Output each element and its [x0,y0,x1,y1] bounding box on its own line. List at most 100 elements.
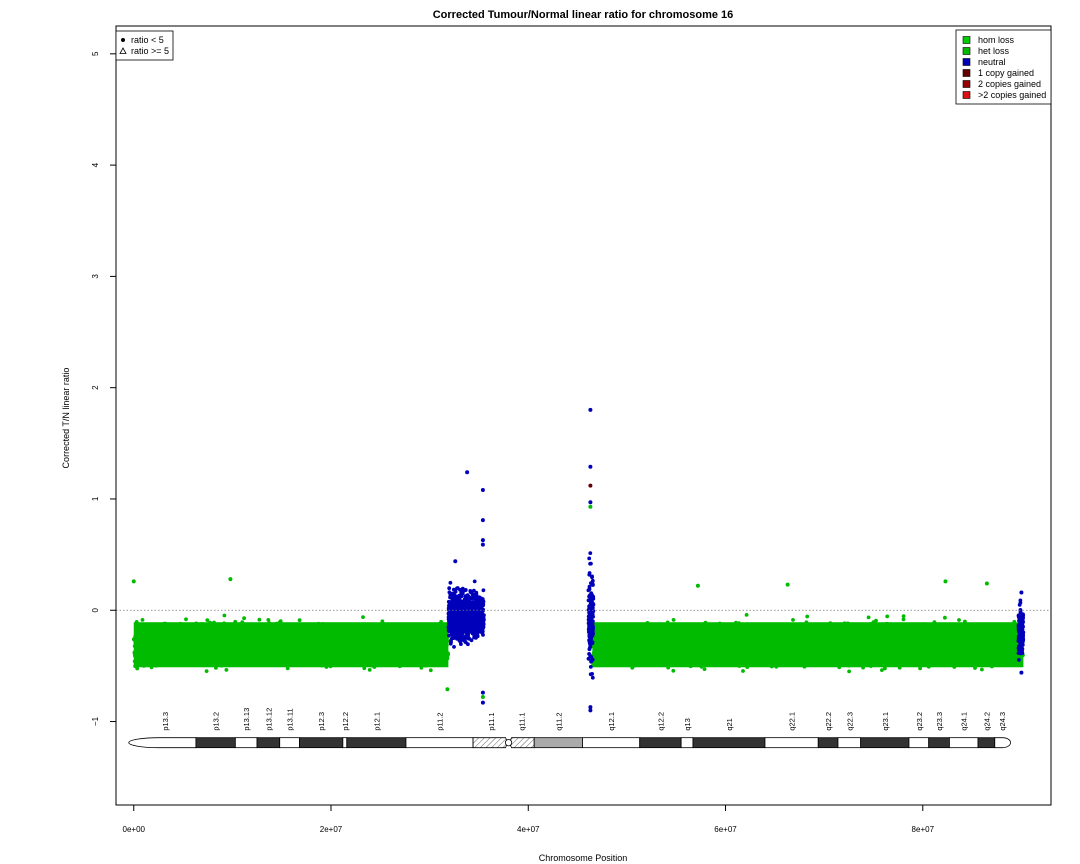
data-point [200,655,205,660]
data-point [1016,627,1021,632]
data-point [977,626,982,630]
data-point [150,655,154,660]
data-point [399,644,403,649]
data-point [854,646,859,650]
data-point [651,652,656,657]
band-p12.2 [342,737,348,749]
data-point [942,651,947,656]
data-point [188,643,193,648]
data-point [678,658,683,663]
data-point [758,642,763,646]
data-point [393,653,398,658]
data-point [374,647,379,652]
data-point [964,650,969,654]
data-point [732,643,737,648]
data-point [340,660,344,665]
data-point [653,657,658,661]
data-point [276,629,280,633]
data-point [277,647,282,651]
data-point [980,639,985,643]
data-point [627,627,632,632]
data-point [388,643,393,648]
data-point [272,628,276,632]
data-point [426,660,431,664]
data-point [387,648,391,653]
data-point [826,663,831,667]
band-q12.2 [639,737,682,749]
data-point [843,628,848,633]
data-point [296,638,301,643]
data-point [612,631,617,636]
data-point [260,631,265,635]
data-point [359,654,363,659]
outlier-point [984,581,989,586]
data-point [723,660,728,664]
data-point [809,622,814,627]
data-point [358,635,363,640]
data-point [607,640,612,645]
data-point [279,633,284,637]
data-point [764,633,769,638]
data-point [770,649,775,654]
data-point [926,664,931,669]
data-point [233,619,238,624]
data-point [1010,631,1014,635]
data-point [751,629,756,634]
band-label: q11.2 [554,712,563,730]
data-point [189,628,194,633]
data-point [737,650,742,654]
data-point [153,628,157,632]
data-point [665,642,670,646]
data-point [822,649,827,654]
y-tick-label: −1 [91,716,100,726]
data-point [975,659,980,663]
data-point [866,615,871,620]
data-point [842,621,847,626]
data-point [601,642,606,647]
dot-symbol-icon [121,38,125,42]
data-point [922,629,926,634]
data-point [174,629,179,634]
data-point [590,675,595,680]
data-point [685,646,689,650]
data-point [324,630,329,634]
data-point [949,629,954,633]
data-point [936,630,941,635]
plot-frame [115,25,1052,806]
data-point [1018,598,1023,603]
data-point [349,657,353,662]
data-point [921,641,925,646]
data-point [138,629,142,633]
data-point [932,630,937,635]
data-point [379,649,384,654]
data-point [390,652,395,657]
data-point [366,629,371,634]
data-point [703,620,708,625]
data-point [813,662,818,666]
data-point [595,641,599,646]
data-point [589,591,594,596]
data-point [222,621,227,626]
data-point [957,639,962,644]
data-point [134,620,139,624]
data-point [591,609,596,613]
data-point [602,639,607,644]
data-point [791,650,796,655]
data-point [416,647,421,652]
data-point [688,646,693,651]
data-point [783,636,788,641]
data-point [670,634,675,639]
outlier-point [480,538,485,543]
data-point [698,626,702,631]
data-point [638,657,642,661]
data-point [646,651,651,656]
data-point [755,626,759,631]
data-point [266,618,271,622]
data-point [892,649,896,654]
data-point [685,663,689,667]
data-point [586,607,591,612]
data-point [477,605,481,609]
data-point [890,622,895,627]
data-point [279,640,284,644]
data-point [457,623,462,628]
